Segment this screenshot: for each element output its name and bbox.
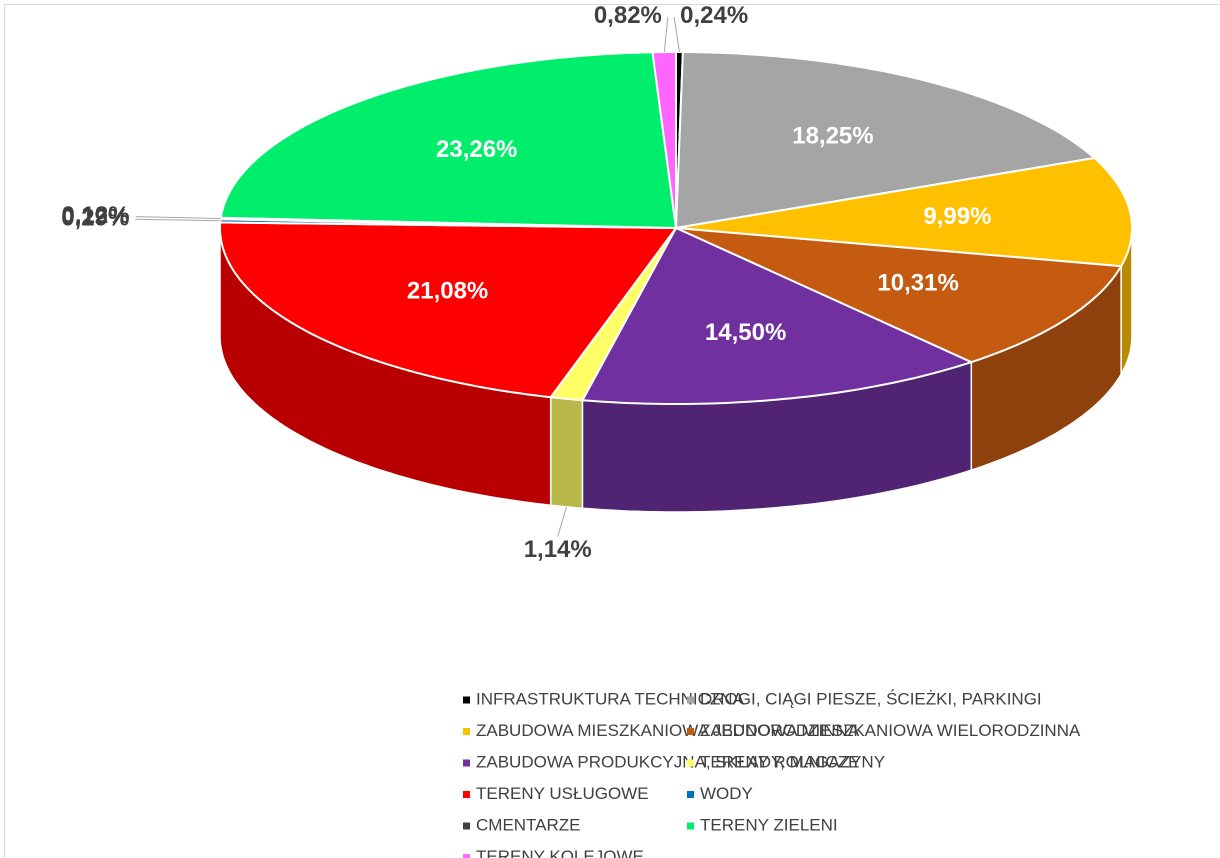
legend-label: ZABUDOWA MIESZKANIOWA JEDNORODZINNA — [476, 721, 860, 740]
data-label: 14,50% — [705, 319, 786, 346]
legend-marker — [463, 822, 470, 830]
legend-marker — [463, 728, 470, 735]
legend-label: WODY — [700, 784, 753, 803]
leader-line — [135, 216, 221, 219]
legend-label: TERENY ROLNICZE — [700, 752, 859, 771]
legend-marker — [687, 696, 694, 704]
data-label: 0,82% — [594, 2, 662, 29]
legend-marker — [463, 696, 470, 704]
legend-marker — [463, 759, 470, 767]
data-label: 0,29% — [61, 205, 129, 232]
data-label: 0,24% — [680, 2, 748, 29]
pie-side — [549, 396, 584, 510]
pie-slice — [675, 227, 1123, 364]
legend-marker — [687, 791, 694, 798]
data-label: 10,31% — [877, 270, 958, 297]
data-label: 0,12% — [62, 202, 130, 229]
legend-marker — [687, 728, 694, 735]
leader-line — [663, 16, 669, 53]
data-label: 18,25% — [792, 123, 873, 150]
legend-marker — [687, 759, 694, 767]
pie-slice — [580, 226, 975, 405]
chart-border — [4, 4, 1220, 858]
pie-slice — [219, 221, 678, 399]
legend-label: ZABUDOWA MIESZKANIOWA WIELORODZINNA — [700, 721, 1081, 740]
legend-label: ZABUDOWA PRODUKCYJNA, SKŁADY, MAGAZYNY — [476, 752, 885, 771]
legend-label: DROGI, CIĄGI PIESZE, ŚCIEŻKI, PARKINGI — [700, 689, 1042, 708]
pie-slice — [219, 51, 678, 230]
leader-line — [673, 16, 680, 53]
data-label: 9,99% — [923, 203, 991, 230]
leader-line — [135, 218, 221, 222]
legend-marker — [463, 854, 470, 858]
legend-label: INFRASTRUKTURA TECHNICZNA — [476, 689, 745, 708]
legend-marker — [463, 791, 470, 798]
legend-label: CMENTARZE — [476, 815, 581, 834]
pie-slice — [675, 156, 1133, 268]
data-label: 21,08% — [407, 278, 488, 305]
pie-slice — [674, 50, 1097, 230]
data-label: 23,26% — [436, 136, 517, 163]
legend-label: TERENY ZIELENI — [700, 815, 838, 834]
legend-marker — [687, 822, 694, 830]
legend-label: TERENY KOLEJOWE — [476, 847, 644, 858]
legend-label: TERENY USŁUGOWE — [476, 784, 649, 803]
data-label: 1,14% — [524, 536, 592, 563]
leader-line — [557, 506, 567, 537]
